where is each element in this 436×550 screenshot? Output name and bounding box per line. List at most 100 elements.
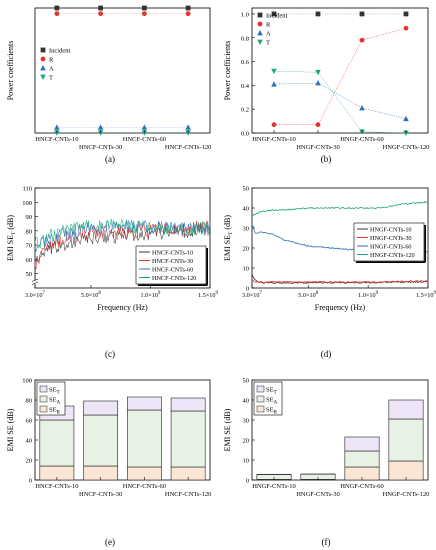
y-tick-label: 40: [243, 398, 250, 405]
x-tick-label-main: 1.0×10: [141, 292, 158, 299]
data-point: [315, 11, 321, 17]
y-tick-label: 20: [243, 438, 250, 445]
bar-segment: [170, 410, 206, 468]
data-point: [141, 130, 148, 136]
y-tick-label: 90: [26, 214, 33, 221]
data-point: [185, 5, 191, 11]
data-point: [185, 11, 191, 17]
x-tick-label-sub: 7: [259, 291, 262, 296]
y-tick-label: 30: [243, 226, 250, 233]
legend-label: HNCF-CNTs-30: [152, 258, 193, 265]
data-point: [54, 130, 60, 136]
data-point: [185, 124, 191, 130]
legend-swatch: [256, 395, 265, 403]
data-point: [403, 115, 409, 122]
legend-label: HNGF-CNTs-120: [370, 252, 415, 259]
legend-label: HNCF-CNTs-120: [152, 275, 196, 282]
x-axis-title: Frequency (Hz): [97, 303, 148, 312]
legend-label-sub: T: [274, 391, 277, 396]
x-category-label: HNCF-CNTs-30: [79, 144, 122, 151]
y-axis-title-unit: (dB): [6, 215, 15, 232]
y-tick-label: 80: [26, 398, 33, 405]
y-tick-label: 70: [26, 243, 33, 250]
bar-segment: [170, 397, 206, 412]
data-point: [403, 11, 409, 17]
legend-label: Incident: [266, 12, 287, 19]
data-point: [403, 130, 409, 136]
chart-c: 50 60 70 80 90 100 110 EMI SET (dB) 3.0×107 5.0×1…: [6, 186, 219, 313]
x-tick-label: 3.0×107: [242, 291, 262, 299]
x-tick-label: 5.0×108: [81, 291, 101, 299]
y-tick-label: 1.0: [241, 11, 249, 18]
x-tick-label-main: 1.5×10: [198, 292, 215, 299]
legend-marker: [257, 39, 263, 45]
x-tick-label: 1.0×109: [358, 291, 378, 299]
y-axis-label: EMI SET (dB): [223, 215, 234, 261]
legend-label: HNCF-CNTs-60: [152, 266, 193, 273]
x-tick-label-main: 1.0×10: [358, 292, 375, 299]
legend-label-main: SE: [49, 407, 57, 414]
x-tick-label-main: 5.0×10: [81, 292, 98, 299]
y-axis-title: EMI SE (dB): [223, 408, 232, 451]
x-category-label: HNGF-CNTs-10: [252, 483, 296, 490]
legend: Incident RAT: [40, 47, 70, 81]
legend-label: SET: [266, 387, 277, 396]
data-point: [98, 5, 104, 11]
x-tick-label-sub: 9: [158, 291, 161, 296]
legend-label: HNGF-CNTs-10: [370, 226, 412, 233]
legend-marker: [40, 74, 46, 80]
legend-label: SET: [49, 387, 60, 396]
legend-marker: [257, 21, 263, 27]
y-tick-label: 50: [243, 186, 250, 193]
plot-frame: [251, 187, 429, 289]
legend-label-main: SE: [266, 397, 274, 404]
series-line: [273, 70, 407, 134]
y-tick-label: 60: [26, 418, 33, 425]
data-point: [271, 68, 277, 75]
y-tick-label: 60: [26, 257, 33, 264]
legend-label: Incident: [49, 47, 70, 54]
legend-swatch: [39, 385, 48, 393]
data-point: [271, 81, 277, 87]
y-tick-label: 40: [243, 206, 250, 213]
chart-a: Power coefficientsHNCF-CNTs-10HNCF-CNTs-…: [6, 5, 212, 151]
bar-segment: [388, 418, 424, 462]
series-line: [34, 219, 211, 252]
x-category-label: HNGF-CNTs-60: [340, 483, 384, 490]
legend-label: T: [266, 39, 270, 46]
legend-label-sub: A: [274, 401, 278, 406]
x-tick-label: 1.5×109: [198, 291, 218, 299]
y-tick-label: 0: [246, 478, 249, 485]
legend-label-sub: A: [57, 401, 61, 406]
y-tick-label: 0.6: [241, 59, 250, 66]
panel-label: (f): [322, 537, 331, 547]
data-point: [315, 122, 321, 128]
y-tick-label: 40: [26, 438, 33, 445]
legend-label: SER: [266, 407, 278, 416]
series-line: [273, 82, 407, 119]
panel-label: (e): [105, 537, 115, 547]
panel-label: (d): [321, 349, 332, 359]
bar-segment: [388, 399, 424, 420]
y-axis-label: EMI SET (dB): [6, 215, 17, 261]
y-axis-title-sub: T: [228, 231, 234, 235]
y-axis-title-sub: T: [11, 231, 17, 235]
y-tick-label: 10: [243, 458, 250, 465]
y-axis-title: Power coefficients: [223, 41, 232, 101]
axis-break-gap: [32, 280, 38, 284]
legend-marker: [257, 12, 263, 18]
bar-segment: [127, 396, 162, 411]
y-axis-title-main: EMI SE: [223, 235, 232, 261]
x-category-label: HNCF-CNTs-120: [165, 144, 212, 151]
legend-swatch: [256, 405, 265, 413]
bar-segment: [344, 450, 380, 468]
legend-marker: [257, 30, 263, 36]
data-point: [54, 5, 60, 11]
x-tick-label-sub: 7: [42, 291, 45, 296]
